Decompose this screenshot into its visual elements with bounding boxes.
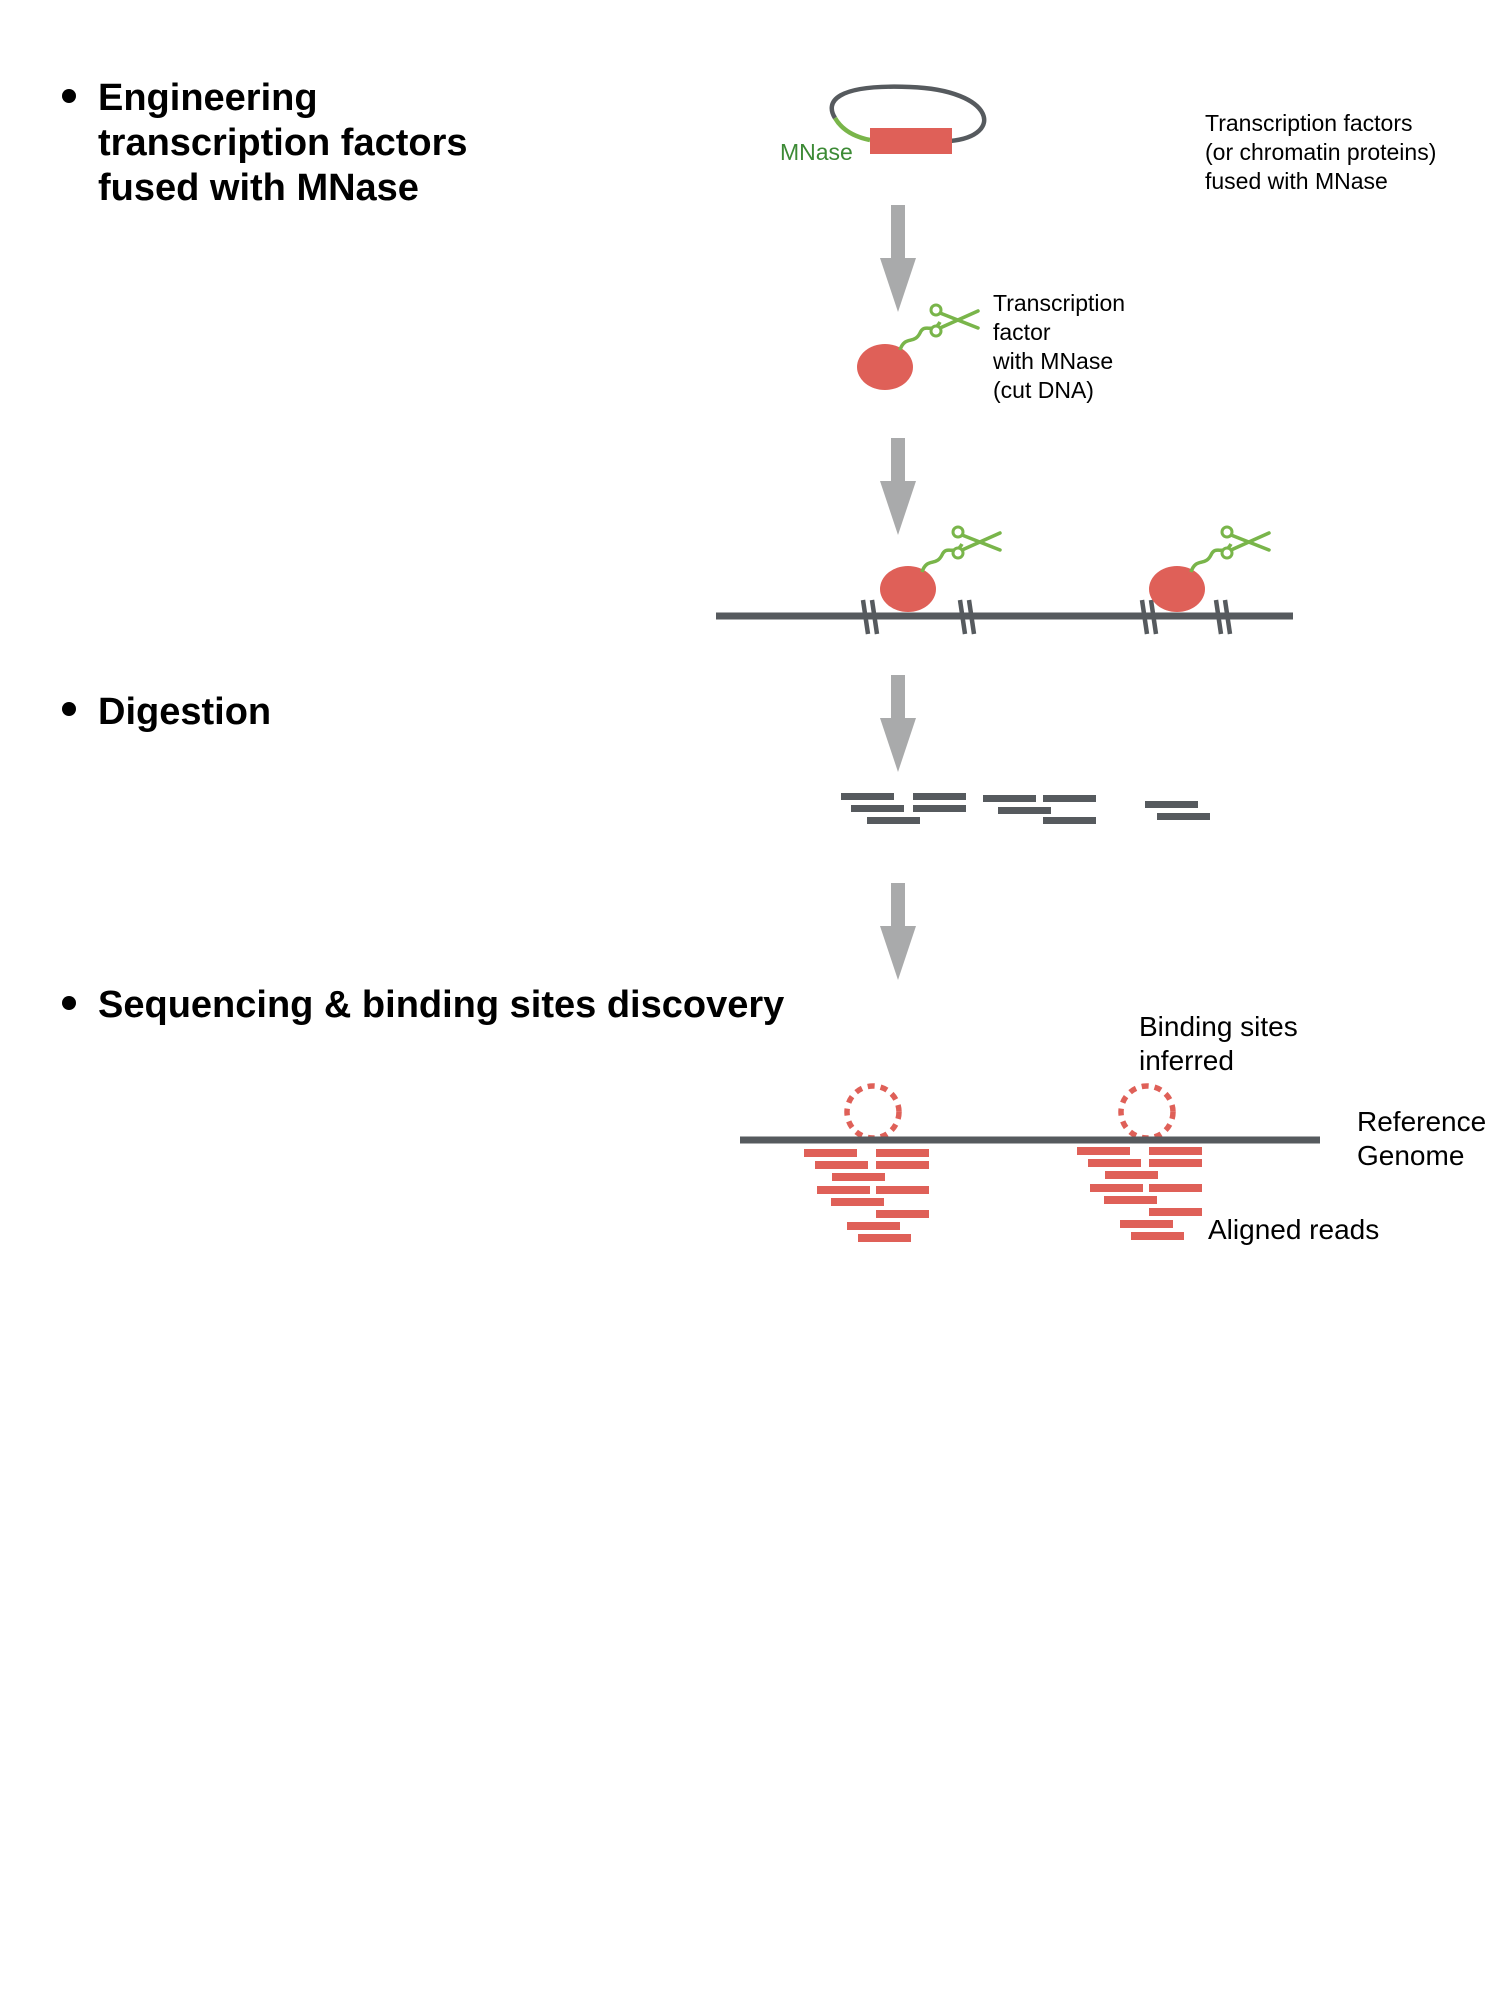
bound-tf-2 <box>1149 525 1271 612</box>
tf-with-mnase <box>857 303 980 390</box>
aligned-reads-right <box>1077 1147 1202 1240</box>
aligned-reads-left <box>804 1149 929 1242</box>
mnase-segment <box>833 116 871 143</box>
transcription-factor <box>1149 566 1205 612</box>
scissors-icon <box>1220 525 1271 560</box>
transcription-factor <box>880 566 936 612</box>
step-2-heading: Digestion <box>98 691 271 733</box>
down-arrow-icon <box>880 883 916 980</box>
fusion-label: Transcription factors (or chromatin prot… <box>1205 110 1443 194</box>
fusion-plasmid <box>829 84 987 154</box>
scissors-icon <box>951 525 1002 560</box>
mnase-label: MNase <box>780 139 853 165</box>
scissors-icon <box>929 303 980 338</box>
transcription-factor-gene <box>870 128 952 154</box>
down-arrow-icon <box>880 205 916 312</box>
binding-sites-label: Binding sites inferred <box>1139 1011 1306 1076</box>
plasmid-backbone <box>829 84 987 144</box>
binding-site-marker <box>844 1083 902 1141</box>
step-1-heading: Engineering transcription factors fused … <box>98 77 478 209</box>
down-arrow-icon <box>880 675 916 772</box>
aligned-reads-label: Aligned reads <box>1208 1214 1379 1245</box>
step-1-line-2: transcription factors <box>98 122 468 164</box>
reference-genome-label: Reference Genome <box>1357 1106 1494 1171</box>
transcription-factor <box>857 344 913 390</box>
bound-tf-1 <box>880 525 1002 612</box>
bullet-icon <box>62 89 76 103</box>
chromatin-strand <box>716 599 1293 635</box>
step-1-line-1: Engineering <box>98 77 318 119</box>
bullet-icon <box>62 996 76 1010</box>
binding-site-marker <box>1118 1083 1176 1141</box>
step-1-line-3: fused with MNase <box>98 167 419 209</box>
down-arrow-icon <box>880 438 916 535</box>
step-3-heading: Sequencing & binding sites discovery <box>98 984 784 1026</box>
tf-mnase-label: Transcription factor with MNase (cut DNA… <box>992 290 1131 403</box>
dna-fragments <box>841 793 1210 824</box>
bullet-icon <box>62 702 76 716</box>
